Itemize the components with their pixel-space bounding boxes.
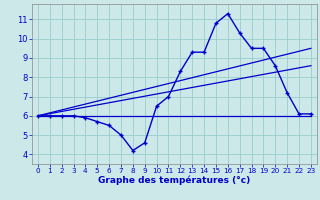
X-axis label: Graphe des températures (°c): Graphe des températures (°c) <box>98 176 251 185</box>
